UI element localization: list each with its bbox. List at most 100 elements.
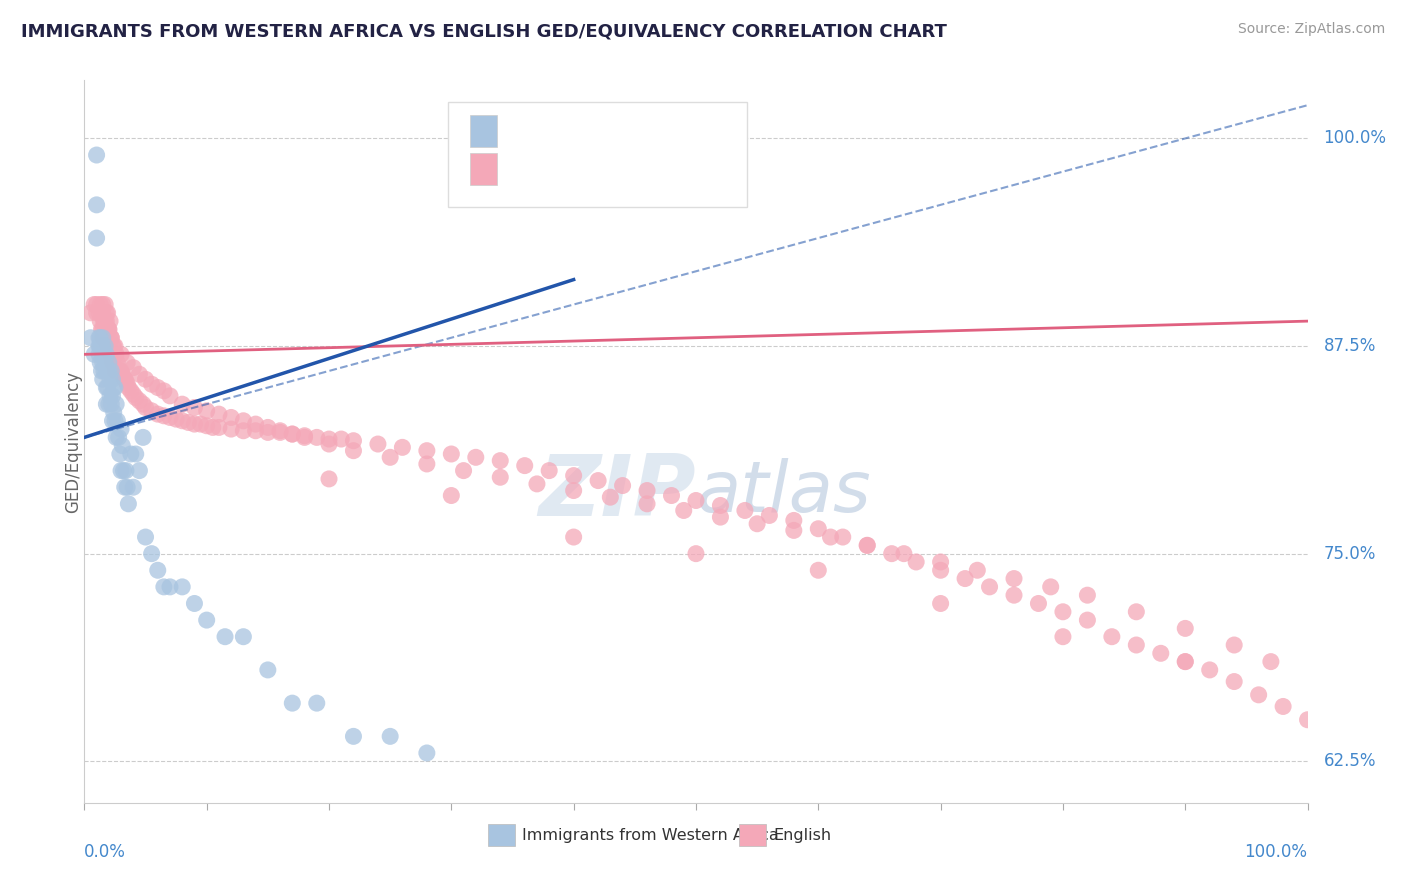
Point	[89, 297, 111, 311]
Point	[893, 547, 915, 561]
Point	[87, 331, 110, 345]
Point	[97, 364, 120, 378]
Text: English: English	[773, 828, 831, 843]
Point	[105, 347, 128, 361]
Point	[146, 380, 169, 394]
Point	[734, 503, 756, 517]
Point	[94, 314, 117, 328]
Point	[489, 470, 512, 484]
Point	[100, 331, 122, 345]
Point	[380, 450, 402, 465]
Point	[114, 372, 136, 386]
Point	[93, 364, 115, 378]
Point	[135, 401, 157, 415]
Point	[107, 364, 129, 378]
Point	[172, 414, 194, 428]
Point	[91, 356, 114, 370]
Point	[294, 428, 316, 442]
Point	[219, 410, 242, 425]
Point	[305, 430, 328, 444]
Point	[104, 347, 127, 361]
Point	[90, 339, 112, 353]
Point	[101, 339, 124, 353]
Point	[831, 530, 853, 544]
Point	[98, 347, 121, 361]
Point	[165, 412, 187, 426]
Point	[1174, 655, 1197, 669]
Point	[953, 572, 976, 586]
Point	[115, 377, 138, 392]
Point	[807, 522, 830, 536]
Point	[856, 538, 879, 552]
Point	[87, 347, 110, 361]
Point	[1039, 580, 1062, 594]
Point	[1150, 646, 1173, 660]
Point	[195, 613, 218, 627]
Point	[93, 314, 115, 328]
Point	[146, 563, 169, 577]
Point	[269, 425, 291, 440]
Point	[342, 730, 364, 744]
Point	[1174, 621, 1197, 635]
Text: 75.0%: 75.0%	[1323, 545, 1376, 563]
Point	[120, 447, 142, 461]
Point	[141, 547, 163, 561]
Point	[526, 476, 548, 491]
Point	[342, 443, 364, 458]
Point	[86, 148, 108, 162]
Point	[201, 420, 224, 434]
Point	[153, 409, 176, 423]
Point	[1076, 613, 1098, 627]
Point	[172, 397, 194, 411]
Point	[195, 404, 218, 418]
Point	[132, 397, 155, 411]
Point	[342, 434, 364, 448]
Point	[1002, 588, 1025, 602]
Point	[96, 364, 118, 378]
Point	[159, 410, 181, 425]
Point	[101, 414, 124, 428]
Point	[91, 297, 114, 311]
Point	[232, 414, 254, 428]
Point	[100, 364, 122, 378]
Point	[115, 464, 138, 478]
Point	[105, 414, 128, 428]
Point	[758, 508, 780, 523]
Bar	[488, 824, 515, 847]
Point	[89, 339, 111, 353]
Point	[87, 306, 110, 320]
Point	[318, 437, 340, 451]
Point	[257, 663, 280, 677]
Text: R =  0.082   N =  174: R = 0.082 N = 174	[512, 158, 704, 176]
Point	[208, 407, 231, 421]
Point	[91, 331, 114, 345]
Text: ZIP: ZIP	[538, 450, 696, 533]
Point	[100, 397, 122, 411]
Point	[245, 417, 267, 431]
Point	[128, 464, 150, 478]
Point	[1052, 630, 1074, 644]
Point	[1260, 655, 1282, 669]
Point	[115, 374, 138, 388]
Point	[110, 364, 132, 378]
Point	[101, 389, 124, 403]
Point	[380, 730, 402, 744]
Text: 0.0%: 0.0%	[84, 843, 127, 861]
Point	[117, 380, 139, 394]
Text: 100.0%: 100.0%	[1244, 843, 1308, 861]
Point	[416, 457, 439, 471]
Point	[86, 297, 108, 311]
Point	[929, 555, 952, 569]
Point	[90, 322, 112, 336]
Point	[97, 339, 120, 353]
Point	[1296, 713, 1319, 727]
Point	[183, 401, 205, 415]
Point	[1223, 638, 1246, 652]
Point	[122, 387, 145, 401]
Point	[89, 331, 111, 345]
Point	[97, 380, 120, 394]
Point	[110, 347, 132, 361]
Point	[108, 364, 131, 378]
Point	[416, 746, 439, 760]
Point	[98, 314, 121, 328]
